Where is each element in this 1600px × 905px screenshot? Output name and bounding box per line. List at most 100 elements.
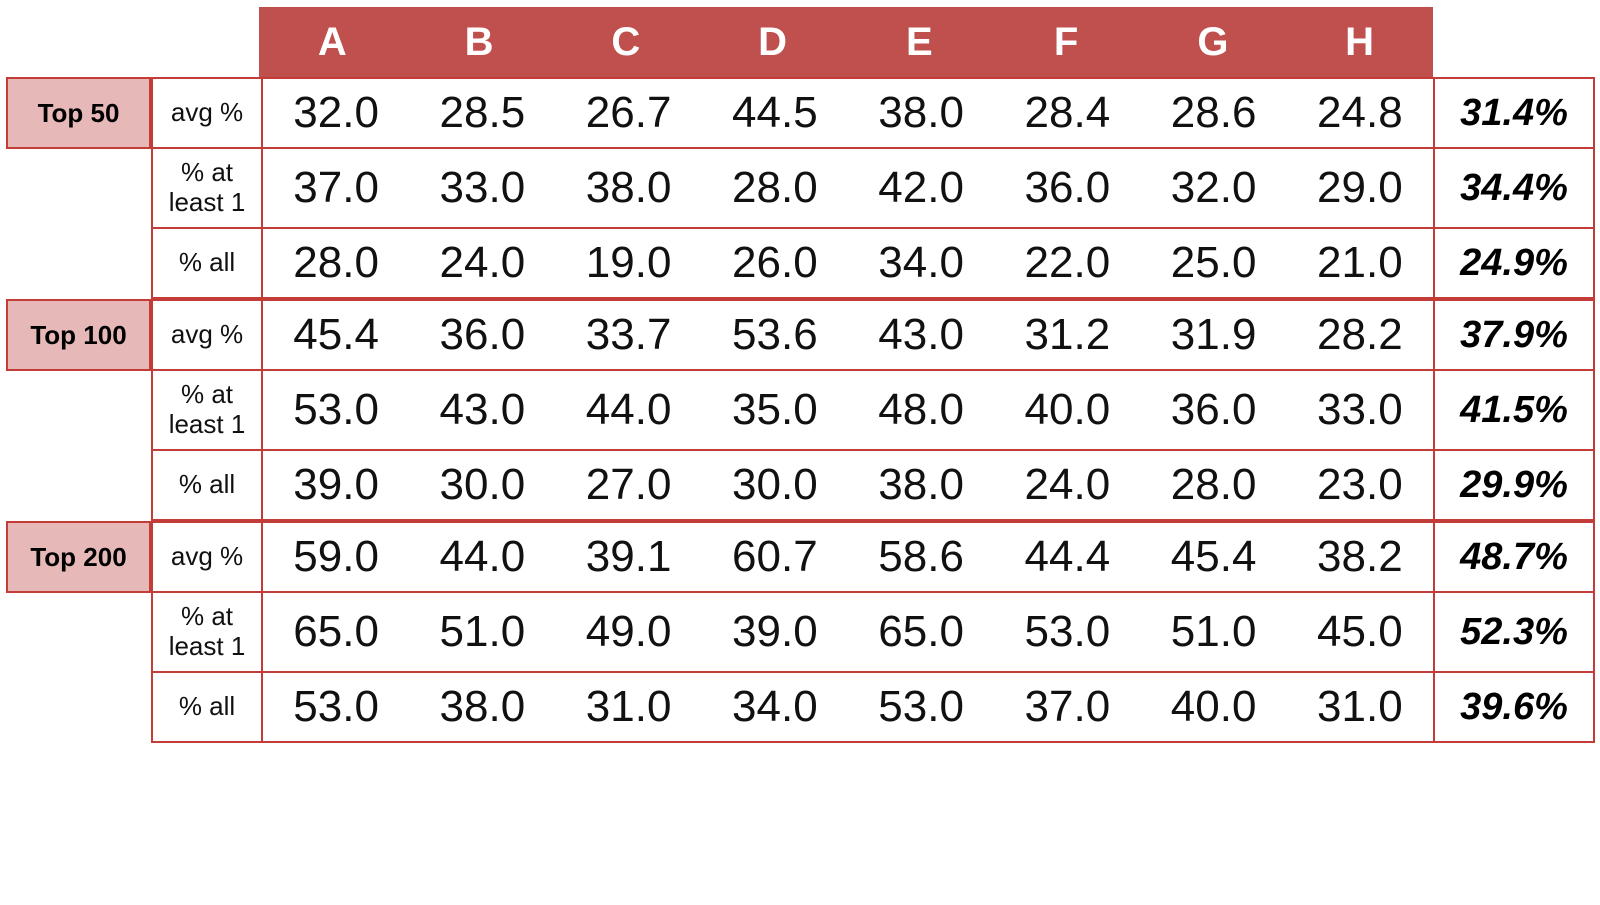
data-cell: 35.0 [732, 385, 818, 434]
table-row: % all 39.0 30.0 27.0 30.0 38.0 24.0 28.0 23.0 29.… [6, 449, 1595, 521]
data-cell: 28.0 [732, 163, 818, 212]
metric-label: avg % [151, 299, 263, 371]
data-cell: 60.7 [732, 532, 818, 581]
data-band: 39.0 30.0 27.0 30.0 38.0 24.0 28.0 23.0 [261, 449, 1435, 521]
table-group-0: A B C D E F G H Top 50 avg % 32.0 28.5 26.7 44.5 38.0 2… [6, 7, 1595, 299]
data-cell: 45.4 [1170, 532, 1257, 581]
data-cell: 51.0 [439, 607, 526, 656]
data-cell: 45.4 [293, 310, 379, 359]
group-label-badge: Top 100 [6, 299, 151, 371]
data-cell: 28.0 [1170, 460, 1257, 509]
data-cell: 36.0 [439, 310, 526, 359]
data-cell: 32.0 [293, 88, 379, 137]
table-group-2: Top 200 avg % 59.0 44.0 39.1 60.7 58.6 44.4 45.4… [6, 521, 1595, 743]
data-cell: 44.4 [1024, 532, 1111, 581]
column-header-G: G [1197, 19, 1229, 64]
data-cell: 33.7 [585, 310, 672, 359]
data-band: 28.0 24.0 19.0 26.0 34.0 22.0 25.0 21.0 [261, 227, 1435, 299]
table-row: % at least 1 37.0 33.0 38.0 28.0 42.0 36.0 32.0… [6, 147, 1595, 229]
data-cell: 27.0 [585, 460, 672, 509]
data-cell: 34.0 [732, 682, 818, 731]
group-label-slot: Top 100 [6, 299, 151, 371]
summary-cell: 41.5% [1433, 369, 1595, 451]
column-header-band: A B C D E F G H [259, 7, 1433, 77]
data-band: 37.0 33.0 38.0 28.0 42.0 36.0 32.0 29.0 [261, 147, 1435, 229]
data-cell: 65.0 [293, 607, 379, 656]
summary-cell: 39.6% [1433, 671, 1595, 743]
metric-label: % all [151, 227, 263, 299]
metric-label: % at least 1 [151, 591, 263, 673]
data-cell: 45.0 [1317, 607, 1403, 656]
table-row: % at least 1 65.0 51.0 49.0 39.0 65.0 53.0 51.0… [6, 591, 1595, 673]
table-row: Top 200 avg % 59.0 44.0 39.1 60.7 58.6 44.4 45.4… [6, 521, 1595, 593]
data-cell: 28.0 [293, 238, 379, 287]
column-header-D: D [758, 19, 788, 64]
column-header-F: F [1053, 19, 1079, 64]
data-cell: 53.6 [732, 310, 818, 359]
data-cell: 25.0 [1170, 238, 1257, 287]
data-cell: 28.5 [439, 88, 526, 137]
data-cell: 26.7 [585, 88, 672, 137]
data-cell: 31.9 [1170, 310, 1257, 359]
column-header-E: E [906, 19, 933, 64]
column-header-B: B [464, 19, 494, 64]
data-cell: 23.0 [1317, 460, 1403, 509]
data-cell: 37.0 [1024, 682, 1111, 731]
metric-label: avg % [151, 77, 263, 149]
data-cell: 24.0 [439, 238, 526, 287]
group-label-slot: Top 50 [6, 77, 151, 149]
summary-cell: 29.9% [1433, 449, 1595, 521]
data-cell: 39.1 [585, 532, 672, 581]
data-cell: 40.0 [1170, 682, 1257, 731]
data-cell: 39.0 [293, 460, 379, 509]
group-label-slot [6, 671, 151, 743]
data-band: 45.4 36.0 33.7 53.6 43.0 31.2 31.9 28.2 [261, 299, 1435, 371]
metric-label: % all [151, 671, 263, 743]
group-label-slot [6, 369, 151, 451]
summary-cell: 48.7% [1433, 521, 1595, 593]
data-cell: 51.0 [1170, 607, 1257, 656]
data-cell: 31.0 [585, 682, 672, 731]
data-cell: 28.2 [1317, 310, 1403, 359]
data-cell: 26.0 [732, 238, 818, 287]
column-header-row: A B C D E F G H [6, 7, 1593, 77]
metric-label: % at least 1 [151, 369, 263, 451]
metric-label: avg % [151, 521, 263, 593]
data-band: 32.0 28.5 26.7 44.5 38.0 28.4 28.6 24.8 [261, 77, 1435, 149]
data-cell: 44.0 [585, 385, 672, 434]
data-band: 65.0 51.0 49.0 39.0 65.0 53.0 51.0 45.0 [261, 591, 1435, 673]
data-cell: 48.0 [878, 385, 964, 434]
data-cell: 38.0 [878, 460, 964, 509]
data-cell: 31.2 [1024, 310, 1111, 359]
data-cell: 58.6 [878, 532, 964, 581]
data-cell: 43.0 [878, 310, 964, 359]
data-cell: 22.0 [1024, 238, 1111, 287]
group-label-slot [6, 227, 151, 299]
data-cell: 31.0 [1317, 682, 1403, 731]
data-cell: 44.0 [439, 532, 526, 581]
table-group-1: Top 100 avg % 45.4 36.0 33.7 53.6 43.0 31.2 31.9… [6, 299, 1595, 521]
data-cell: 36.0 [1170, 385, 1257, 434]
column-header-H: H [1345, 19, 1375, 64]
data-cell: 42.0 [878, 163, 964, 212]
data-cell: 40.0 [1024, 385, 1111, 434]
data-band: 53.0 43.0 44.0 35.0 48.0 40.0 36.0 33.0 [261, 369, 1435, 451]
data-cell: 53.0 [878, 682, 964, 731]
data-cell: 33.0 [1317, 385, 1403, 434]
data-cell: 29.0 [1317, 163, 1403, 212]
data-cell: 44.5 [732, 88, 818, 137]
table-row: % all 28.0 24.0 19.0 26.0 34.0 22.0 25.0 21.0 24.… [6, 227, 1595, 299]
summary-cell: 31.4% [1433, 77, 1595, 149]
data-cell: 43.0 [439, 385, 526, 434]
header-left-spacer [6, 7, 259, 77]
data-cell: 24.0 [1024, 460, 1111, 509]
group-label-slot [6, 591, 151, 673]
group-label-badge: Top 50 [6, 77, 151, 149]
data-cell: 49.0 [585, 607, 672, 656]
data-cell: 19.0 [585, 238, 672, 287]
table-row: % all 53.0 38.0 31.0 34.0 53.0 37.0 40.0 31.0 39.… [6, 671, 1595, 743]
data-cell: 53.0 [1024, 607, 1111, 656]
data-band: 53.0 38.0 31.0 34.0 53.0 37.0 40.0 31.0 [261, 671, 1435, 743]
data-cell: 38.0 [878, 88, 964, 137]
data-cell: 30.0 [439, 460, 526, 509]
